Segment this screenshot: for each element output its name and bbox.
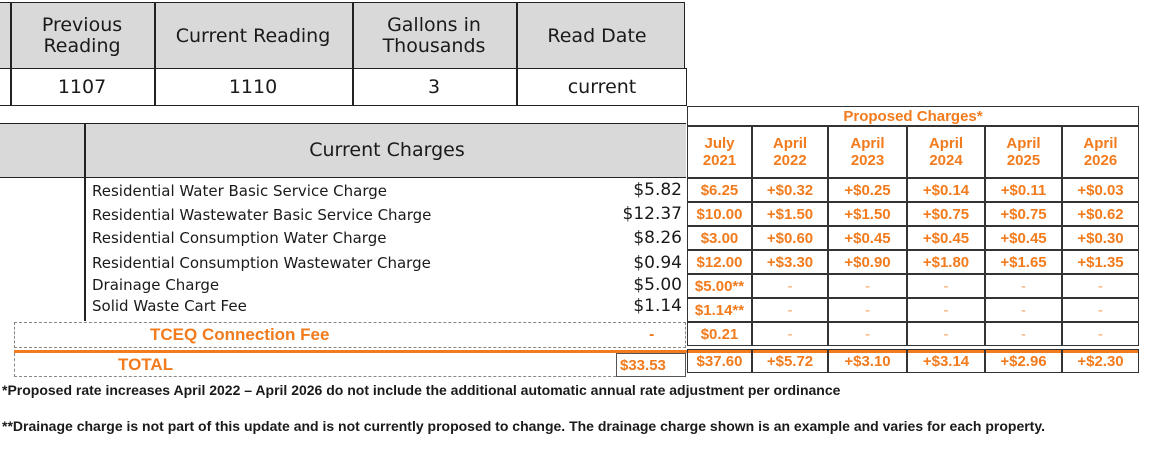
proposed-cell: +$0.30: [1062, 226, 1139, 250]
proposed-cell: +$0.32: [752, 178, 828, 202]
proposed-column-header: April 2026: [1062, 126, 1139, 178]
proposed-cell: +$0.11: [985, 178, 1062, 202]
readings-table: Previous Reading Current Reading Gallons…: [0, 0, 687, 108]
charge-amount: $1.14: [633, 296, 682, 316]
proposed-cell: -: [752, 298, 828, 322]
proposed-title: Proposed Charges*: [687, 106, 1139, 126]
value-gallons: 3: [427, 76, 441, 98]
proposed-cell: +$0.75: [907, 202, 985, 226]
proposed-cell: +$3.14: [907, 349, 985, 373]
proposed-cell: $1.14**: [687, 298, 752, 322]
readings-header-row: [0, 2, 685, 68]
proposed-cell: +$3.30: [752, 250, 828, 274]
proposed-cell: +$0.25: [828, 178, 907, 202]
charge-label: Residential Consumption Water Charge: [92, 229, 387, 247]
footnote-2: **Drainage charge is not part of this up…: [2, 418, 1045, 434]
proposed-column-header: April 2024: [907, 126, 985, 178]
charge-label: Residential Water Basic Service Charge: [92, 182, 388, 200]
proposed-cell: -: [985, 298, 1062, 322]
charge-amount: $8.26: [633, 228, 682, 248]
value-previous-reading: 1107: [57, 76, 107, 98]
charge-label: Residential Consumption Wastewater Charg…: [92, 254, 431, 272]
proposed-cell: -: [752, 274, 828, 298]
proposed-cell: +$0.03: [1062, 178, 1139, 202]
proposed-cell: +$0.14: [907, 178, 985, 202]
charge-amount: $12.37: [622, 204, 682, 224]
charge-amount: $0.94: [633, 253, 682, 273]
proposed-cell: $12.00: [687, 250, 752, 274]
proposed-cell: $0.21: [687, 322, 752, 346]
proposed-cell: $3.00: [687, 226, 752, 250]
proposed-column-header: July 2021: [687, 126, 752, 178]
total-amount-cell: [616, 353, 686, 377]
proposed-cell: -: [828, 274, 907, 298]
proposed-cell: -: [1062, 298, 1139, 322]
total-amount: $33.53: [620, 357, 666, 374]
current-charges-title: Current Charges: [309, 139, 465, 161]
proposed-cell: +$2.30: [1062, 349, 1139, 373]
tceq-label: TCEQ Connection Fee: [150, 325, 330, 344]
proposed-cell: +$0.45: [828, 226, 907, 250]
header-previous-reading: Previous Reading: [41, 14, 123, 57]
proposed-column-header: April 2023: [828, 126, 907, 178]
charge-label: Drainage Charge: [92, 276, 220, 294]
proposed-cell: -: [985, 322, 1062, 346]
footnote-1: *Proposed rate increases April 2022 – Ap…: [2, 382, 841, 398]
divider: [516, 2, 518, 106]
proposed-cell: +$1.50: [752, 202, 828, 226]
readings-value-row: [0, 68, 687, 106]
header-current-reading: Current Reading: [175, 24, 331, 47]
proposed-cell: -: [828, 322, 907, 346]
proposed-cell: +$0.60: [752, 226, 828, 250]
tceq-amount: -: [649, 326, 655, 343]
charge-amount: $5.00: [633, 275, 682, 295]
header-gallons: Gallons in Thousands: [382, 14, 486, 57]
proposed-cell: +$2.96: [985, 349, 1062, 373]
proposed-cell: -: [907, 274, 985, 298]
header-read-date: Read Date: [547, 24, 647, 47]
total-rule: [14, 350, 1139, 353]
current-charges-header: [0, 123, 686, 178]
proposed-cell: $37.60: [687, 349, 752, 373]
proposed-column-header: April 2022: [752, 126, 828, 178]
proposed-cell: -: [907, 322, 985, 346]
proposed-cell: +$1.65: [985, 250, 1062, 274]
proposed-cell: $6.25: [687, 178, 752, 202]
proposed-cell: -: [1062, 322, 1139, 346]
proposed-cell: +$5.72: [752, 349, 828, 373]
total-label: TOTAL: [118, 355, 174, 374]
proposed-cell: +$3.10: [828, 349, 907, 373]
charge-amount: $5.82: [633, 180, 682, 200]
proposed-cell: -: [907, 298, 985, 322]
proposed-cell: -: [1062, 274, 1139, 298]
proposed-cell: +$1.35: [1062, 250, 1139, 274]
proposed-cell: +$0.75: [985, 202, 1062, 226]
charge-label: Solid Waste Cart Fee: [92, 297, 247, 315]
proposed-column-header: April 2025: [985, 126, 1062, 178]
total-box: [14, 353, 686, 377]
value-read-date: current: [567, 76, 637, 98]
proposed-cell: $5.00**: [687, 274, 752, 298]
proposed-cell: -: [985, 274, 1062, 298]
proposed-cell: +$0.45: [985, 226, 1062, 250]
proposed-charges-table: Proposed Charges* July 2021 April 2022 Apr…: [687, 106, 1139, 378]
tceq-box: [14, 322, 686, 348]
proposed-cell: -: [828, 298, 907, 322]
proposed-cell: -: [752, 322, 828, 346]
divider: [10, 2, 12, 106]
divider: [84, 123, 86, 321]
proposed-cell: +$0.90: [828, 250, 907, 274]
divider: [352, 2, 354, 106]
charge-label: Residential Wastewater Basic Service Cha…: [92, 206, 432, 224]
proposed-cell: +$0.45: [907, 226, 985, 250]
proposed-cell: +$0.62: [1062, 202, 1139, 226]
divider: [154, 2, 156, 106]
proposed-cell: $10.00: [687, 202, 752, 226]
proposed-cell: +$1.50: [828, 202, 907, 226]
value-current-reading: 1110: [228, 76, 278, 98]
proposed-cell: +$1.80: [907, 250, 985, 274]
